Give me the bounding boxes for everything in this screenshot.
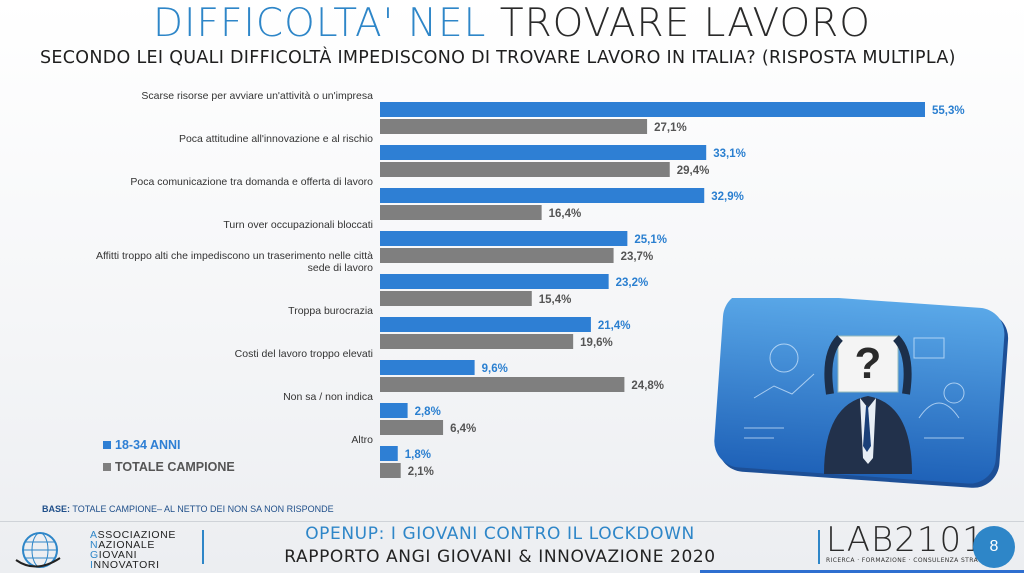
chart-subtitle: SECONDO LEI QUALI DIFFICOLTÀ IMPEDISCONO… bbox=[40, 48, 956, 68]
bar-totale bbox=[380, 377, 625, 392]
legend-item-18-34: 18-34 ANNI bbox=[103, 434, 235, 456]
data-label-18-34: 21,4% bbox=[598, 320, 631, 332]
bar-totale bbox=[380, 420, 444, 435]
bar-totale bbox=[380, 205, 542, 220]
angi-globe-icon bbox=[15, 532, 61, 568]
lab2101-tagline: RICERCA · FORMAZIONE · CONSULENZA STRATE… bbox=[826, 557, 1003, 564]
category-label: Scarse risorse per avviare un'attività o… bbox=[141, 90, 373, 102]
data-label-18-34: 9,6% bbox=[482, 363, 508, 375]
bar-18-34 bbox=[380, 403, 408, 418]
footer-divider bbox=[0, 521, 1024, 522]
bar-totale bbox=[380, 291, 532, 306]
category-label: Poca attitudine all'innovazione e al ris… bbox=[179, 133, 373, 145]
bar-18-34 bbox=[380, 188, 705, 203]
base-note: BASE: TOTALE CAMPIONE– AL NETTO DEI NON … bbox=[42, 504, 334, 514]
angi-logo-text: ASSOCIAZIONE NAZIONALE GIOVANI INNOVATOR… bbox=[90, 529, 176, 571]
bar-totale bbox=[380, 463, 401, 478]
page-title: DIFFICOLTA' NEL TROVARE LAVORO bbox=[0, 2, 1024, 46]
bar-18-34 bbox=[380, 446, 398, 461]
chart-legend: 18-34 ANNI TOTALE CAMPIONE bbox=[103, 434, 235, 478]
data-label-totale: 29,4% bbox=[677, 165, 710, 177]
category-label: Poca comunicazione tra domanda e offerta… bbox=[130, 176, 373, 188]
data-label-totale: 24,8% bbox=[631, 380, 664, 392]
category-label: Altro bbox=[351, 434, 373, 446]
bar-totale bbox=[380, 119, 648, 134]
legend-item-totale: TOTALE CAMPIONE bbox=[103, 456, 235, 478]
lab2101-logo: LAB2101 RICERCA · FORMAZIONE · CONSULENZ… bbox=[826, 521, 1002, 564]
bar-18-34 bbox=[380, 145, 707, 160]
category-label: Costi del lavoro troppo elevati bbox=[235, 348, 373, 360]
businessman-question-illustration: ? bbox=[714, 298, 1009, 488]
bar-18-34 bbox=[380, 102, 925, 117]
data-label-totale: 19,6% bbox=[580, 337, 613, 349]
footer-accent-line bbox=[700, 570, 1024, 573]
bar-18-34 bbox=[380, 231, 628, 246]
org-line: GIOVANI bbox=[90, 549, 138, 561]
org-line: ASSOCIAZIONE bbox=[90, 529, 176, 541]
footer-separator-left bbox=[202, 530, 204, 564]
base-note-text: TOTALE CAMPIONE– AL NETTO DEI NON SA NON… bbox=[72, 504, 334, 514]
page-number-badge: 8 bbox=[973, 526, 1015, 568]
footer-report-title: OPENUP: I GIOVANI CONTRO IL LOCKDOWN RAP… bbox=[240, 523, 760, 569]
legend-label-18-34: 18-34 ANNI bbox=[115, 438, 181, 452]
data-label-totale: 23,7% bbox=[621, 251, 654, 263]
category-label: Non sa / non indica bbox=[283, 391, 373, 403]
data-label-totale: 16,4% bbox=[549, 208, 582, 220]
data-label-18-34: 1,8% bbox=[405, 449, 431, 461]
title-dark: TROVARE LAVORO bbox=[499, 1, 871, 46]
data-label-18-34: 33,1% bbox=[713, 148, 746, 160]
svg-text:?: ? bbox=[855, 339, 882, 388]
category-label: Affitti troppo alti che impediscono un t… bbox=[96, 250, 373, 274]
lab2101-logo-text: LAB2101 bbox=[826, 520, 985, 560]
category-label: Troppa burocrazia bbox=[288, 305, 373, 317]
footer-line2: RAPPORTO ANGI GIOVANI & INNOVAZIONE 2020 bbox=[284, 547, 716, 567]
bar-18-34 bbox=[380, 274, 609, 289]
data-label-totale: 2,1% bbox=[408, 466, 434, 478]
data-label-totale: 15,4% bbox=[539, 294, 572, 306]
data-label-18-34: 25,1% bbox=[634, 234, 667, 246]
bar-chart: Scarse risorse per avviare un'attività o… bbox=[96, 90, 965, 478]
bar-18-34 bbox=[380, 317, 591, 332]
legend-swatch-blue bbox=[103, 441, 111, 449]
bar-18-34 bbox=[380, 360, 475, 375]
org-line: INNOVATORI bbox=[90, 559, 160, 571]
org-line: NAZIONALE bbox=[90, 539, 155, 551]
title-accent: DIFFICOLTA' NEL bbox=[153, 1, 487, 46]
data-label-18-34: 23,2% bbox=[616, 277, 649, 289]
category-label: Turn over occupazionali bloccati bbox=[223, 219, 373, 231]
data-label-18-34: 32,9% bbox=[711, 191, 744, 203]
data-label-18-34: 2,8% bbox=[415, 406, 441, 418]
data-label-totale: 27,1% bbox=[654, 122, 687, 134]
base-note-label: BASE: bbox=[42, 504, 71, 514]
footer-line1: OPENUP: I GIOVANI CONTRO IL LOCKDOWN bbox=[305, 524, 695, 544]
data-label-18-34: 55,3% bbox=[932, 105, 965, 117]
legend-swatch-grey bbox=[103, 463, 111, 471]
bar-totale bbox=[380, 248, 614, 263]
legend-label-totale: TOTALE CAMPIONE bbox=[115, 460, 235, 474]
footer-separator-right bbox=[818, 530, 820, 564]
bar-totale bbox=[380, 334, 574, 349]
bar-totale bbox=[380, 162, 670, 177]
data-label-totale: 6,4% bbox=[450, 423, 476, 435]
